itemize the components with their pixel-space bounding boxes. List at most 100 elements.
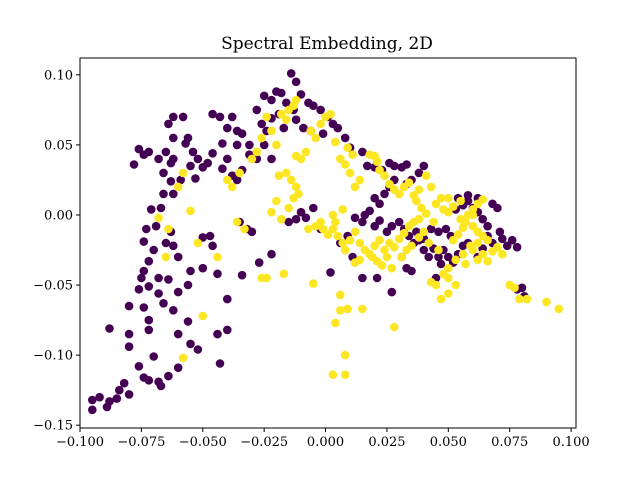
scatter-point [387, 263, 397, 273]
scatter-point [186, 266, 195, 276]
scatter-point [458, 249, 468, 259]
scatter-point [173, 252, 183, 262]
scatter-point [326, 268, 335, 277]
x-tick-label: 0.075 [491, 435, 528, 450]
scatter-point [483, 221, 492, 231]
scatter-point [139, 237, 149, 246]
scatter-point [267, 207, 276, 217]
scatter-point [340, 370, 350, 380]
scatter-point [554, 304, 564, 314]
y-tick-label: 0.00 [44, 208, 73, 223]
scatter-point [493, 203, 502, 213]
scatter-point [375, 216, 384, 225]
scatter-point [301, 213, 311, 223]
scatter-point [218, 164, 227, 173]
scatter-point [311, 133, 321, 143]
scatter-point [345, 235, 355, 245]
scatter-point [284, 203, 294, 213]
scatter-point [331, 137, 340, 147]
scatter-point [291, 182, 301, 192]
plot-frame [79, 57, 577, 429]
scatter-point [227, 112, 237, 122]
scatter-point [512, 242, 522, 252]
scatter-point [419, 245, 429, 255]
scatter-point [394, 189, 404, 199]
scatter-point [144, 376, 154, 385]
scatter-point [257, 273, 267, 283]
scatter-point [483, 235, 492, 245]
scatter-point [522, 294, 532, 304]
scatter-point [173, 287, 183, 297]
scatter-point [245, 140, 254, 150]
scatter-point [338, 205, 348, 214]
scatter-point [223, 175, 232, 185]
scatter-point [478, 214, 488, 224]
scatter-point [291, 115, 301, 124]
scatter-point [340, 350, 350, 360]
scatter-point [318, 224, 328, 234]
scatter-point [159, 299, 168, 308]
scatter-point [444, 207, 453, 217]
scatter-point [375, 165, 384, 175]
scatter-point [451, 280, 461, 290]
scatter-point [309, 279, 318, 288]
y-tick-label: 0.05 [44, 138, 73, 153]
scatter-point [380, 171, 389, 180]
scatter-point [336, 306, 345, 315]
scatter-point [498, 249, 507, 259]
scatter-point [404, 178, 414, 187]
scatter-point [309, 203, 318, 213]
scatter-point [134, 144, 144, 154]
scatter-point [421, 171, 431, 180]
scatter-point [259, 140, 269, 150]
scatter-point [88, 395, 97, 405]
scatter-point [156, 381, 166, 391]
scatter-point [350, 227, 360, 237]
x-tick-label: −0.050 [179, 435, 227, 450]
scatter-point [478, 249, 488, 259]
scatter-point [331, 217, 340, 227]
scatter-point [169, 112, 178, 122]
scatter-point [468, 210, 478, 220]
scatter-point [247, 227, 257, 237]
scatter-point [444, 273, 453, 283]
scatter-point [232, 175, 242, 185]
scatter-point [137, 273, 146, 283]
scatter-point [355, 255, 365, 265]
scatter-point [282, 168, 291, 178]
scatter-point [139, 150, 149, 159]
scatter-point [215, 112, 225, 122]
scatter-point [193, 345, 203, 354]
scatter-point [198, 263, 208, 273]
scatter-point [215, 359, 225, 368]
scatter-point [164, 371, 173, 381]
scatter-point [149, 352, 158, 361]
scatter-point [304, 224, 313, 234]
scatter-point [390, 161, 399, 171]
scatter-point [291, 95, 301, 105]
scatter-point [193, 154, 203, 164]
scatter-point [358, 147, 367, 157]
scatter-point [183, 133, 193, 143]
scatter-point [399, 228, 409, 238]
scatter-point [274, 171, 284, 180]
x-tick-label: 0.100 [552, 435, 589, 450]
scatter-point [328, 210, 338, 220]
scatter-point [515, 294, 524, 304]
scatter-point [257, 133, 267, 143]
scatter-point [173, 329, 183, 339]
scatter-point [355, 238, 365, 248]
scatter-point [461, 259, 470, 269]
scatter-point [259, 91, 269, 101]
scatter-point [448, 202, 458, 211]
scatter-point [343, 143, 352, 152]
scatter-point [188, 147, 198, 157]
scatter-point [267, 126, 276, 136]
scatter-point [309, 101, 318, 110]
scatter-point [124, 342, 134, 352]
scatter-point [279, 269, 289, 279]
scatter-point [343, 304, 352, 314]
scatter-point [235, 168, 244, 178]
scatter-point [166, 177, 176, 186]
scatter-point [453, 230, 463, 239]
